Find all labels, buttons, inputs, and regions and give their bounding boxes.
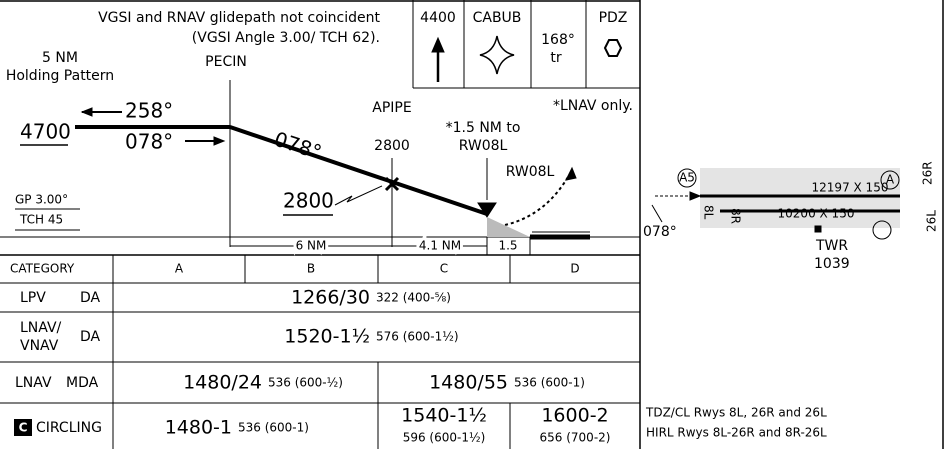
minimum: 1540-1½ bbox=[401, 405, 487, 427]
lnav-note: *LNAV only. bbox=[553, 98, 633, 114]
row-label: MDA bbox=[66, 375, 99, 391]
runway-label: 8L bbox=[702, 205, 716, 220]
msa-course: 168° bbox=[541, 32, 575, 48]
tower-elevation: 1039 bbox=[814, 256, 850, 272]
hold-altitude: 4700 bbox=[20, 120, 71, 144]
tch: TCH 45 bbox=[19, 213, 63, 227]
runway-size: 10200 X 150 bbox=[778, 207, 855, 221]
row-label: CIRCLING bbox=[36, 420, 102, 436]
row-label: LPV bbox=[20, 290, 46, 306]
height: 656 (700-2) bbox=[540, 431, 611, 445]
table-header: D bbox=[570, 262, 579, 276]
note: HIRL Rwys 8L-26R and 8R-26L bbox=[646, 426, 827, 440]
minimum: 1480/55 bbox=[429, 372, 508, 394]
row-label: DA bbox=[80, 290, 101, 306]
hold-inbound: 258° bbox=[125, 99, 173, 123]
profile-path bbox=[75, 80, 590, 255]
msa-turn: tr bbox=[550, 50, 561, 66]
minimum: 1520-1½ bbox=[284, 326, 370, 348]
circling-icon: C bbox=[19, 421, 28, 435]
table-header: C bbox=[440, 262, 448, 276]
table-header: CATEGORY bbox=[10, 262, 75, 276]
tower: TWR bbox=[815, 238, 848, 254]
row-label: DA bbox=[80, 329, 101, 345]
msa-fix: CABUB bbox=[473, 10, 522, 26]
lighting: A5 bbox=[679, 171, 695, 185]
fix-note: RW08L bbox=[459, 138, 508, 154]
lighting: A bbox=[886, 173, 895, 187]
runway-size: 12197 X 150 bbox=[812, 181, 889, 195]
glidepath: GP 3.00° bbox=[15, 193, 68, 207]
msa-navaid: PDZ bbox=[599, 10, 628, 26]
minimum: 1480/24 bbox=[183, 372, 262, 394]
row-label: LNAV bbox=[15, 375, 52, 391]
row-label: LNAV/ bbox=[20, 320, 62, 336]
runway-label: 8R bbox=[729, 208, 743, 224]
table-header: B bbox=[307, 262, 315, 276]
height: 536 (600-1) bbox=[238, 421, 309, 435]
minimum: 1266/30 bbox=[291, 287, 370, 309]
distance: 6 NM bbox=[296, 239, 327, 253]
course: 078° bbox=[643, 224, 677, 240]
airport-sketch bbox=[651, 168, 900, 240]
runway-fix: RW08L bbox=[506, 164, 555, 180]
height: 536 (600-1) bbox=[514, 376, 585, 390]
height: 536 (600-½) bbox=[268, 376, 343, 390]
holding-label: Holding Pattern bbox=[6, 68, 114, 84]
height: 322 (400-⅝) bbox=[376, 291, 451, 305]
fix-note: *1.5 NM to bbox=[446, 120, 521, 136]
runway-label: 26R bbox=[921, 161, 935, 185]
minimum: 1600-2 bbox=[541, 405, 608, 427]
note: (VGSI Angle 3.00/ TCH 62). bbox=[192, 30, 380, 46]
msa-altitude: 4400 bbox=[420, 10, 456, 26]
height: 596 (600-1½) bbox=[403, 431, 486, 445]
distance: 1.5 bbox=[498, 239, 517, 253]
msa-symbols bbox=[431, 35, 623, 82]
runway-label: 26L bbox=[925, 210, 939, 232]
hold-outbound: 078° bbox=[125, 130, 173, 154]
fix-altitude: 2800 bbox=[374, 138, 410, 154]
stepdown-altitude: 2800 bbox=[283, 189, 334, 213]
fix-name: PECIN bbox=[205, 54, 247, 70]
circling-icon-box bbox=[14, 419, 32, 436]
row-label: VNAV bbox=[20, 338, 59, 354]
note: VGSI and RNAV glidepath not coincident bbox=[98, 10, 380, 26]
table-header: A bbox=[175, 262, 184, 276]
note: TDZ/CL Rwys 8L, 26R and 26L bbox=[645, 406, 827, 420]
fix-name: APIPE bbox=[372, 100, 411, 116]
holding-distance: 5 NM bbox=[42, 50, 78, 66]
minimum: 1480-1 bbox=[165, 417, 232, 439]
height: 576 (600-1½) bbox=[376, 330, 459, 344]
distance: 4.1 NM bbox=[419, 239, 461, 253]
